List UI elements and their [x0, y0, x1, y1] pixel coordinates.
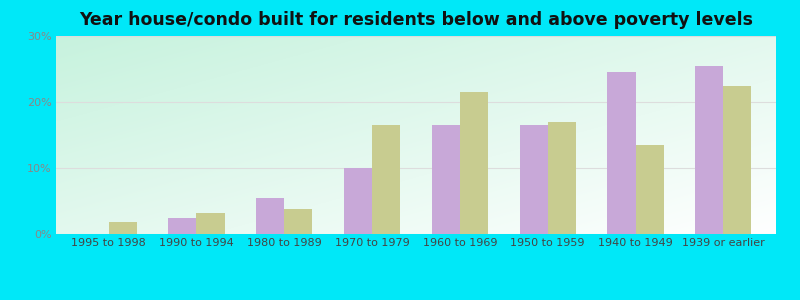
- Bar: [197, 213, 225, 234]
- Bar: [607, 72, 635, 234]
- Bar: [460, 92, 488, 234]
- Bar: [432, 125, 460, 234]
- Bar: [284, 209, 312, 234]
- Bar: [109, 222, 137, 234]
- Bar: [372, 125, 400, 234]
- Bar: [548, 122, 576, 234]
- Bar: [695, 66, 723, 234]
- Bar: [256, 198, 284, 234]
- Bar: [344, 168, 372, 234]
- Title: Year house/condo built for residents below and above poverty levels: Year house/condo built for residents bel…: [79, 11, 753, 29]
- Bar: [520, 125, 548, 234]
- Bar: [168, 218, 197, 234]
- Bar: [635, 145, 664, 234]
- Bar: [723, 85, 751, 234]
